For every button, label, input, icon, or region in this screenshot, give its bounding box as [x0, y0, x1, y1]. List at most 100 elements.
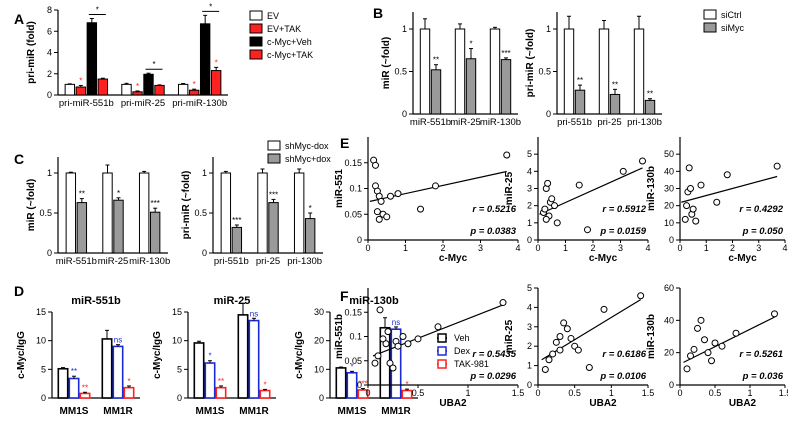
data-point — [387, 192, 394, 200]
category-label: miR-25 — [450, 117, 481, 128]
y-tick-label: 5 — [41, 364, 46, 374]
category-label: pri-551b — [557, 117, 592, 128]
x-tick-label: 2 — [730, 243, 735, 253]
p-value: p = 0.0383 — [469, 226, 516, 237]
legend-label: shMyc-dox — [285, 141, 329, 151]
x-axis-title: UBA2 — [589, 398, 617, 409]
x-tick-label: 1.5 — [512, 388, 525, 398]
bar-d1-0-0 — [57, 367, 69, 399]
y-axis-title: miR-130b — [646, 314, 657, 359]
legend-swatch-box — [437, 333, 447, 343]
data-point — [619, 167, 627, 175]
y-tick-label: 5 — [527, 283, 532, 293]
category-label: miR-25 — [98, 256, 129, 267]
bar-c2-0-2 — [293, 172, 305, 254]
bar-a-3-2 — [210, 70, 222, 96]
data-point — [687, 352, 694, 360]
y-tick-label: 30 — [664, 184, 674, 194]
y-tick-label: 0.05 — [344, 209, 362, 219]
p-value: p = 0.0296 — [469, 371, 516, 382]
panel-letter-d: D — [14, 283, 24, 299]
x-tick-label: 0 — [365, 243, 370, 253]
data-point — [563, 325, 571, 333]
data-point — [718, 342, 726, 350]
data-point — [434, 323, 442, 331]
y-tick-label: 1 — [546, 24, 551, 34]
y-tick-label: 50 — [664, 149, 674, 159]
bar-a-0-1 — [121, 83, 132, 96]
y-tick-label: 3 — [527, 184, 532, 194]
data-point — [584, 226, 591, 234]
data-point — [697, 181, 705, 189]
data-point — [389, 364, 397, 372]
data-point — [681, 215, 689, 223]
y-axis-title: miR-25 — [504, 319, 515, 353]
data-point — [689, 205, 697, 213]
legend-label: shMyc+dox — [285, 154, 331, 164]
x-tick-label: 1 — [609, 388, 614, 398]
legend-swatch — [703, 9, 717, 20]
bar-c1-0-0 — [65, 172, 77, 254]
data-point — [499, 299, 507, 307]
x-tick-label: 0 — [677, 243, 682, 253]
bar-d1-1-0 — [68, 377, 80, 399]
significance-marker: * — [263, 380, 266, 389]
y-tick-label: 0.1 — [349, 184, 362, 194]
correlation-r: r = 0.4292 — [739, 204, 783, 215]
data-point — [414, 335, 422, 343]
regression-line — [372, 304, 504, 357]
y-tick-label: 20 — [664, 348, 674, 358]
x-tick-label: 3 — [618, 243, 623, 253]
legend-swatch — [249, 23, 263, 34]
data-point — [556, 333, 564, 340]
bar-b2-0-0 — [563, 28, 575, 115]
bracket-significance: * — [96, 6, 99, 15]
correlation-r: r = 0.5216 — [472, 204, 516, 215]
correlation-r: r = 0.5912 — [602, 204, 646, 215]
y-axis-title: c-Myc/IgG — [152, 331, 163, 379]
data-point — [371, 359, 379, 367]
data-point — [685, 164, 693, 172]
significance-marker: ns — [392, 318, 400, 327]
significance-marker: ns — [114, 336, 122, 345]
correlation-r: r = 0.5261 — [739, 349, 783, 360]
bar-a-0-2 — [177, 83, 189, 96]
x-tick-label: 2 — [590, 243, 595, 253]
x-tick-label: 4 — [515, 243, 520, 253]
data-point — [417, 205, 424, 213]
bar-c2-0-0 — [220, 172, 232, 254]
correlation-r: r = 0.6186 — [602, 349, 646, 360]
data-point — [560, 319, 568, 327]
panel-letter-b: B — [373, 5, 383, 21]
x-tick-label: 0.5 — [412, 388, 425, 398]
y-tick-label: 0 — [546, 109, 551, 119]
bar-d2-2-1 — [259, 389, 271, 399]
y-axis-title: pri-miR (~fold) — [181, 171, 192, 240]
y-tick-label: 0 — [669, 380, 674, 390]
p-value: p = 0.0159 — [599, 226, 646, 237]
data-point — [687, 185, 694, 192]
data-point — [549, 350, 557, 358]
bar-a-2-0 — [86, 22, 98, 96]
significance-marker: ** — [612, 80, 618, 89]
category-label: pri-miR-25 — [121, 98, 165, 109]
y-tick-label: 0 — [41, 393, 46, 403]
panel-letter-f: F — [340, 288, 349, 304]
p-value: p = 0.036 — [742, 371, 784, 382]
y-tick-label: 10 — [36, 336, 46, 346]
category-label: pri-25 — [256, 256, 280, 267]
bar-b1-0-1 — [454, 28, 466, 115]
data-point — [553, 219, 561, 227]
x-tick-label: 3 — [478, 243, 483, 253]
category-label: pri-130b — [287, 256, 322, 267]
data-point — [503, 151, 511, 159]
category-label: miR-130b — [129, 256, 170, 267]
x-tick-label: 0.5 — [568, 388, 581, 398]
significance-marker: ** — [577, 76, 583, 85]
legend-label: Dex — [454, 346, 471, 356]
x-axis-title: UBA2 — [729, 398, 757, 409]
data-point — [639, 157, 646, 165]
bar-a-3-0 — [97, 78, 109, 96]
data-point — [542, 215, 550, 223]
category-label: pri-miR-130b — [172, 98, 227, 109]
